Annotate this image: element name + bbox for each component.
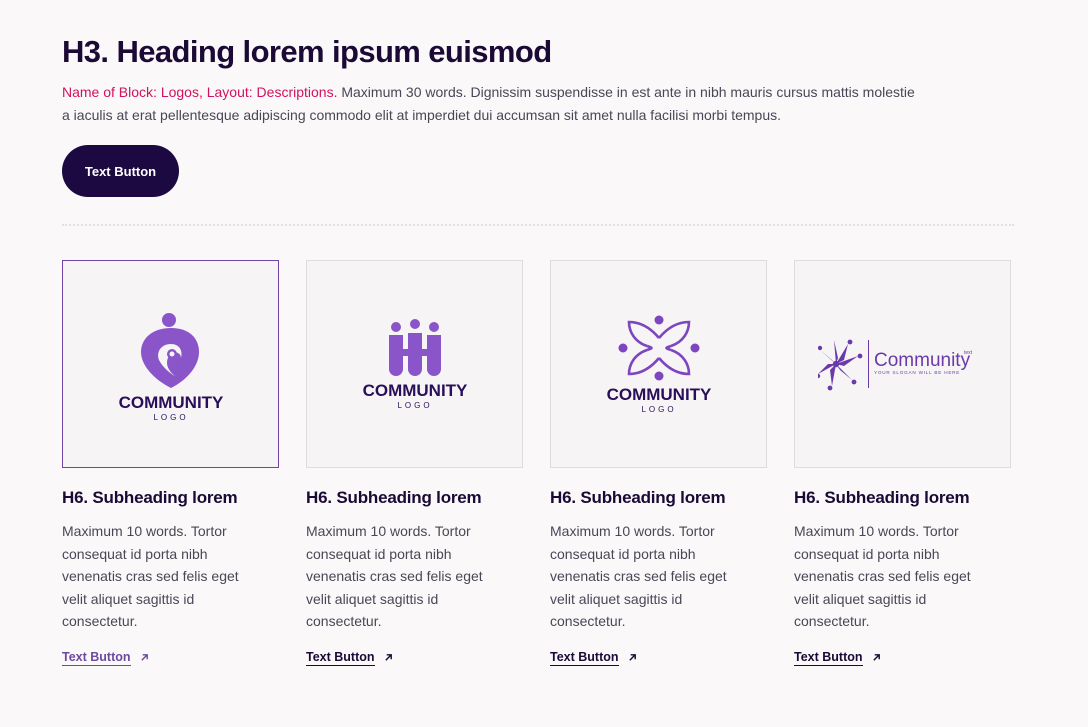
arrow-up-right-icon (872, 654, 880, 662)
logo-tile[interactable]: COMMUNITY LOGO (550, 260, 767, 468)
card-description: Maximum 10 words. Tortor consequat id po… (62, 523, 239, 630)
card-description: Maximum 10 words. Tortor consequat id po… (794, 523, 971, 630)
svg-text:LOGO: LOGO (641, 405, 676, 414)
svg-text:YOUR SLOGAN WILL BE HERE: YOUR SLOGAN WILL BE HERE (874, 370, 960, 375)
arrow-up-right-icon (140, 654, 148, 662)
logo-tile[interactable]: Community text YOUR SLOGAN WILL BE HERE (794, 260, 1011, 468)
logo-card: COMMUNITY LOGO H6. Subheading lorem Maxi… (62, 260, 280, 666)
svg-text:Community: Community (874, 350, 971, 371)
card-text-button-label: Text Button (550, 649, 619, 666)
card-text-button-label: Text Button (62, 649, 131, 666)
card-subheading: H6. Subheading lorem (550, 488, 726, 507)
card-subheading: H6. Subheading lorem (306, 488, 482, 507)
card-text-button[interactable]: Text Button (794, 650, 881, 666)
page-title: H3. Heading lorem ipsum euismod (62, 34, 552, 69)
svg-text:LOGO: LOGO (397, 401, 432, 410)
block-name-label: Name of Block: Logos, Layout: Descriptio… (62, 84, 338, 100)
svg-text:text: text (964, 350, 973, 356)
svg-text:COMMUNITY: COMMUNITY (118, 393, 223, 412)
card-text-button[interactable]: Text Button (62, 650, 149, 666)
community-logo-person-icon: COMMUNITY LOGO (118, 313, 224, 422)
card-text-button[interactable]: Text Button (550, 650, 637, 666)
svg-text:COMMUNITY: COMMUNITY (362, 381, 467, 400)
card-subheading: H6. Subheading lorem (794, 488, 970, 507)
logo-tile[interactable]: COMMUNITY LOGO (62, 260, 279, 468)
dotted-divider (62, 224, 1014, 226)
svg-text:LOGO: LOGO (153, 413, 188, 422)
card-description: Maximum 10 words. Tortor consequat id po… (550, 523, 727, 630)
card-description: Maximum 10 words. Tortor consequat id po… (306, 523, 483, 630)
description-body: Maximum 30 words. Dignissim suspendisse … (62, 84, 915, 123)
logo-tile[interactable]: COMMUNITY LOGO (306, 260, 523, 468)
community-logo-people-icon: COMMUNITY LOGO (362, 319, 468, 410)
arrow-up-right-icon (384, 654, 392, 662)
section-description: Name of Block: Logos, Layout: Descriptio… (62, 81, 922, 127)
logo-card: Community text YOUR SLOGAN WILL BE HERE … (794, 260, 1012, 666)
svg-text:COMMUNITY: COMMUNITY (606, 385, 711, 404)
logo-card: COMMUNITY LOGO H6. Subheading lorem Maxi… (306, 260, 524, 666)
primary-text-button[interactable]: Text Button (62, 145, 179, 197)
card-text-button-label: Text Button (306, 649, 375, 666)
community-logo-stars-icon: Community text YOUR SLOGAN WILL BE HERE (817, 339, 973, 391)
card-text-button-label: Text Button (794, 649, 863, 666)
card-subheading: H6. Subheading lorem (62, 488, 238, 507)
community-logo-circle-icon: COMMUNITY LOGO (606, 315, 712, 414)
card-text-button[interactable]: Text Button (306, 650, 393, 666)
arrow-up-right-icon (628, 654, 636, 662)
logo-cards-grid: COMMUNITY LOGO H6. Subheading lorem Maxi… (62, 260, 1014, 680)
logo-card: COMMUNITY LOGO H6. Subheading lorem Maxi… (550, 260, 768, 666)
